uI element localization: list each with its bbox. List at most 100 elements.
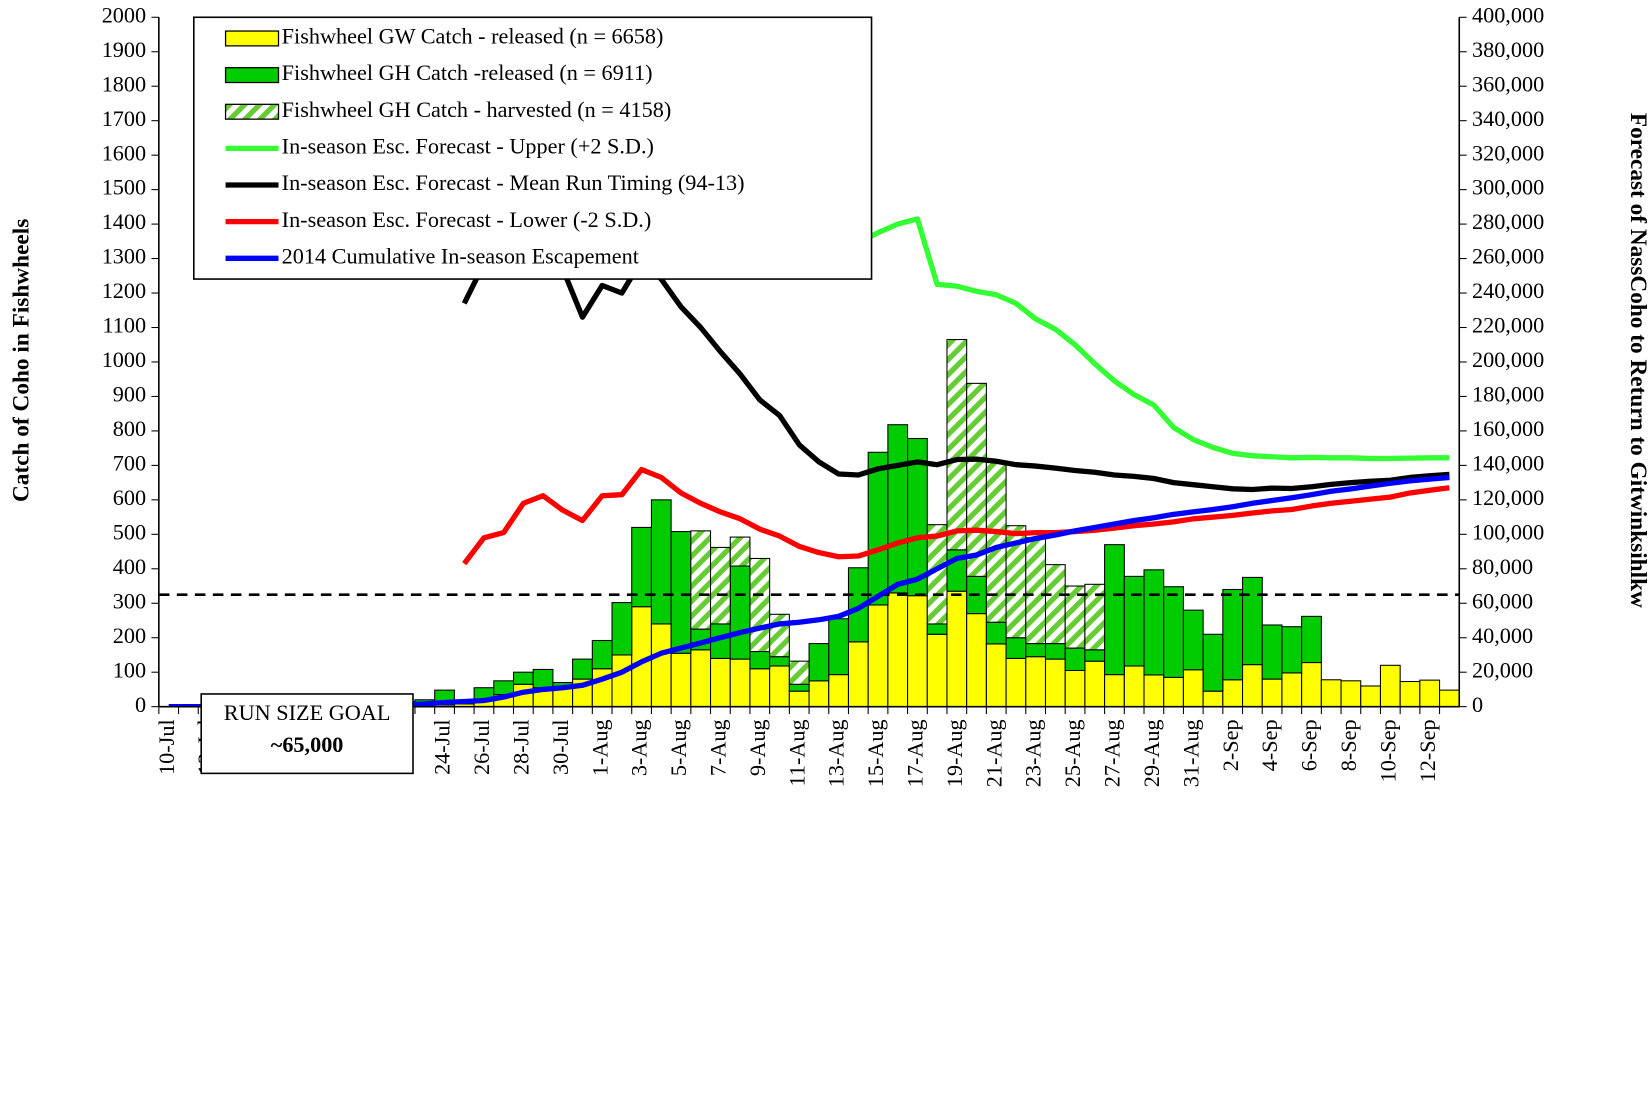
bar xyxy=(1242,576,1263,666)
bar xyxy=(1123,575,1145,667)
bar xyxy=(1439,689,1460,708)
bar xyxy=(1301,615,1322,664)
x-tick-label: 24-Jul xyxy=(430,719,455,775)
y-tick-label: 700 xyxy=(113,450,146,475)
y-tick-label: 1700 xyxy=(102,106,146,131)
bar xyxy=(729,536,751,567)
y2-tick-label: 60,000 xyxy=(1472,588,1533,613)
bar xyxy=(1025,537,1047,645)
bar xyxy=(572,658,593,680)
x-tick-label: 10-Jul xyxy=(154,719,179,775)
bar xyxy=(591,639,613,670)
x-tick-label: 7-Aug xyxy=(706,719,731,776)
x-tick-label: 1-Aug xyxy=(587,719,612,776)
bar xyxy=(1084,660,1106,708)
bar xyxy=(966,382,987,577)
y-tick-label: 1200 xyxy=(102,278,146,303)
bar xyxy=(611,654,633,708)
bar xyxy=(1340,680,1362,708)
bar xyxy=(1222,679,1244,708)
y2-tick-label: 260,000 xyxy=(1472,244,1544,269)
x-tick-label: 12-Sep xyxy=(1415,719,1440,782)
annotation-text: ~65,000 xyxy=(271,732,344,757)
annotation-text: RUN SIZE GOAL xyxy=(224,700,391,725)
bar xyxy=(926,633,948,708)
legend-label: Fishwheel GW Catch - released (n = 6658) xyxy=(282,24,664,49)
bar xyxy=(1143,569,1165,676)
bar xyxy=(1025,656,1047,708)
y2-tick-label: 360,000 xyxy=(1472,71,1544,96)
bar xyxy=(1163,676,1184,708)
bar xyxy=(1025,643,1047,658)
y-tick-label: 0 xyxy=(135,692,146,717)
x-tick-label: 31-Aug xyxy=(1178,719,1203,787)
y-axis-title: Catch of Coho in Fishwheels xyxy=(9,219,35,502)
y-tick-label: 1400 xyxy=(102,209,146,234)
legend-swatch xyxy=(224,67,280,84)
bar xyxy=(847,641,869,708)
y-tick-label: 100 xyxy=(113,657,146,682)
bar xyxy=(946,590,968,708)
bar xyxy=(670,531,692,654)
bar xyxy=(788,690,810,708)
bar xyxy=(1360,685,1381,708)
bar xyxy=(887,592,909,708)
legend-label: In-season Esc. Forecast - Lower (-2 S.D.… xyxy=(282,207,652,232)
y2-tick-label: 100,000 xyxy=(1472,519,1544,544)
y2-tick-label: 40,000 xyxy=(1472,623,1533,648)
bar xyxy=(867,604,889,708)
x-tick-label: 2-Sep xyxy=(1218,719,1243,771)
bar xyxy=(1064,647,1086,672)
x-tick-label: 10-Sep xyxy=(1375,719,1400,782)
y-tick-label: 1000 xyxy=(102,347,146,372)
bar xyxy=(650,623,672,708)
bar xyxy=(1281,672,1303,708)
legend-swatch xyxy=(224,103,280,120)
bar xyxy=(1182,609,1204,671)
bar xyxy=(1005,657,1027,708)
y2-tick-label: 140,000 xyxy=(1472,450,1544,475)
bar xyxy=(1044,658,1066,708)
bar xyxy=(966,613,987,708)
bar xyxy=(1281,626,1303,674)
x-tick-label: 19-Aug xyxy=(942,719,967,787)
legend-swatch xyxy=(224,30,280,47)
y-tick-label: 800 xyxy=(113,416,146,441)
legend-label: In-season Esc. Forecast - Upper (+2 S.D.… xyxy=(282,133,654,158)
y-tick-label: 200 xyxy=(113,623,146,648)
bar xyxy=(690,530,712,630)
bar xyxy=(1005,637,1027,659)
y2-tick-label: 0 xyxy=(1472,692,1483,717)
y-tick-label: 1300 xyxy=(102,244,146,269)
x-tick-label: 9-Aug xyxy=(745,719,770,776)
bar xyxy=(1163,586,1184,678)
bar xyxy=(1104,544,1125,676)
bar xyxy=(1143,674,1165,708)
x-tick-label: 15-Aug xyxy=(863,719,888,787)
bar xyxy=(1104,674,1125,708)
x-tick-label: 8-Sep xyxy=(1336,719,1361,771)
bar xyxy=(907,595,928,708)
y2-tick-label: 20,000 xyxy=(1472,657,1533,682)
y-tick-label: 600 xyxy=(113,485,146,510)
legend-label: In-season Esc. Forecast - Mean Run Timin… xyxy=(282,170,745,195)
x-tick-label: 5-Aug xyxy=(666,719,691,776)
bar xyxy=(729,565,751,660)
bar xyxy=(946,339,968,551)
x-tick-label: 21-Aug xyxy=(981,719,1006,787)
bar xyxy=(729,658,751,708)
bar xyxy=(985,621,1007,645)
bar xyxy=(808,680,830,708)
y2-tick-label: 200,000 xyxy=(1472,347,1544,372)
x-tick-label: 4-Sep xyxy=(1257,719,1282,771)
bar xyxy=(769,656,790,667)
bar xyxy=(788,683,810,692)
y2-tick-label: 180,000 xyxy=(1472,382,1544,407)
x-tick-label: 23-Aug xyxy=(1021,719,1046,787)
y2-tick-label: 80,000 xyxy=(1472,554,1533,579)
bar xyxy=(512,671,534,685)
y2-tick-label: 400,000 xyxy=(1472,2,1544,27)
bar xyxy=(887,424,909,594)
